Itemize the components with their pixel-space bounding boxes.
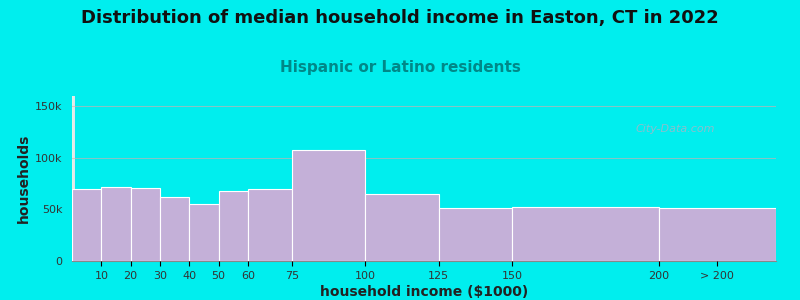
- Text: Distribution of median household income in Easton, CT in 2022: Distribution of median household income …: [81, 9, 719, 27]
- Bar: [218, 191, 248, 261]
- Text: City-Data.com: City-Data.com: [635, 124, 714, 134]
- Y-axis label: households: households: [17, 134, 30, 223]
- Bar: [658, 208, 776, 261]
- Bar: [438, 208, 512, 261]
- X-axis label: household income ($1000): household income ($1000): [320, 285, 528, 299]
- Bar: [190, 204, 218, 261]
- Text: Hispanic or Latino residents: Hispanic or Latino residents: [279, 60, 521, 75]
- Bar: [160, 197, 190, 261]
- Bar: [512, 207, 658, 261]
- Bar: [72, 189, 102, 261]
- Bar: [366, 194, 438, 261]
- Bar: [292, 150, 366, 261]
- Bar: [248, 189, 292, 261]
- Bar: [102, 187, 130, 261]
- Bar: [130, 188, 160, 261]
